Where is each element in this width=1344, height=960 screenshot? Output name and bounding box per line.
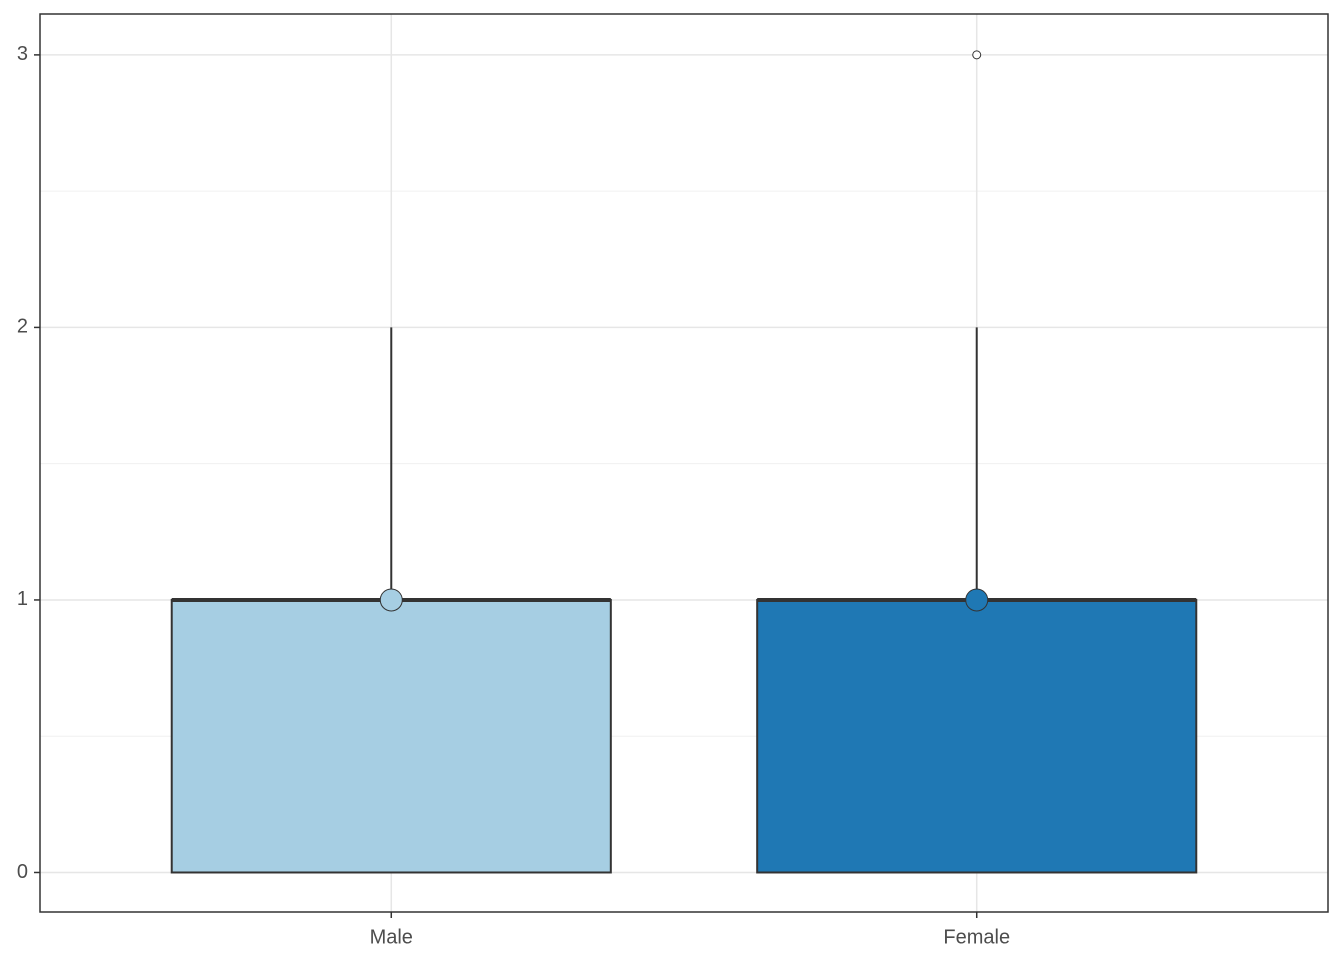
y-tick-label: 3 bbox=[17, 43, 28, 65]
panel-border bbox=[39, 13, 1329, 913]
x-tick-label: Male bbox=[370, 926, 413, 948]
y-tick-label: 0 bbox=[17, 861, 28, 883]
mean-point bbox=[965, 588, 989, 612]
x-tick-label: Female bbox=[943, 926, 1010, 948]
box bbox=[170, 598, 612, 874]
outlier bbox=[972, 50, 982, 60]
y-tick-label: 1 bbox=[17, 588, 28, 610]
y-tick-label: 2 bbox=[17, 316, 28, 338]
mean-point bbox=[379, 588, 403, 612]
box bbox=[756, 598, 1198, 874]
